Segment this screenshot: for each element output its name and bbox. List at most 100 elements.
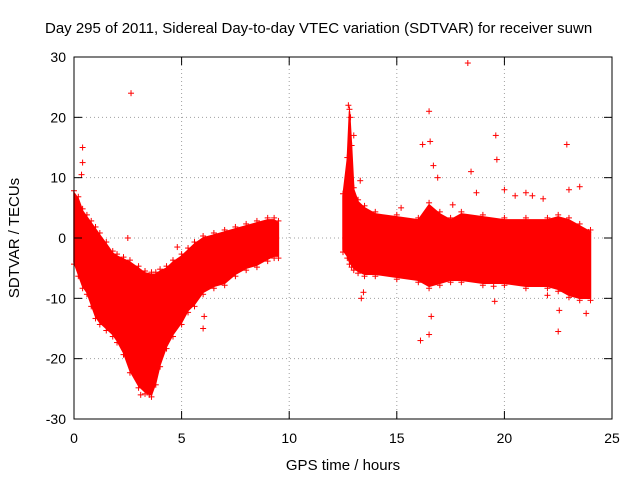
data-point <box>555 288 562 295</box>
data-point <box>163 345 170 352</box>
data-point <box>473 189 480 196</box>
data-point <box>347 114 354 121</box>
data-point <box>447 279 454 286</box>
data-point <box>169 257 176 264</box>
data-point <box>587 297 594 304</box>
data-point <box>152 269 159 276</box>
data-point <box>419 141 426 148</box>
data-point <box>128 90 135 97</box>
x-tick-label: 20 <box>497 430 513 446</box>
x-tick-label: 10 <box>281 430 297 446</box>
data-point <box>221 282 228 289</box>
data-point <box>361 273 368 280</box>
data-point <box>109 248 116 255</box>
data-point <box>430 162 437 169</box>
data-point <box>350 184 357 191</box>
data-point <box>555 328 562 335</box>
data-point <box>479 282 486 289</box>
data-point <box>348 142 355 149</box>
data-point <box>120 351 127 358</box>
data-point-band-1 <box>73 190 280 396</box>
data-point <box>372 273 379 280</box>
data-point <box>135 263 142 270</box>
data-point <box>340 190 346 197</box>
data-point <box>275 217 282 224</box>
data-point <box>565 186 572 193</box>
data-point <box>346 106 353 113</box>
data-point <box>491 298 498 305</box>
data-point <box>157 266 164 273</box>
data-point <box>191 303 198 310</box>
data-point <box>137 391 144 398</box>
data-point <box>200 233 207 239</box>
data-point <box>556 307 563 314</box>
data-point <box>522 189 529 196</box>
x-tick-label: 0 <box>70 430 78 446</box>
data-point <box>426 108 433 115</box>
data-point <box>135 384 142 391</box>
data-point <box>357 177 364 184</box>
data-point <box>146 391 153 398</box>
data-point <box>253 264 260 271</box>
data-point <box>232 223 239 230</box>
data-point <box>114 339 121 346</box>
data-point <box>447 214 454 221</box>
data-point <box>157 363 164 370</box>
data-point <box>350 267 357 274</box>
data-point <box>576 220 583 227</box>
data-point <box>468 168 475 175</box>
data-point <box>169 333 176 340</box>
data-point <box>185 245 192 252</box>
data-point <box>426 331 433 338</box>
data-point-band-2 <box>342 111 592 300</box>
data-point <box>79 285 86 292</box>
data-point <box>415 279 422 286</box>
data-point <box>174 244 181 251</box>
y-tick-label: -10 <box>46 290 66 306</box>
data-point <box>142 390 149 397</box>
data-point <box>348 264 355 271</box>
data-point <box>114 251 121 258</box>
data-point <box>372 208 379 215</box>
data-point <box>344 154 351 161</box>
data-point <box>78 171 85 178</box>
data-point <box>458 208 465 215</box>
data-point <box>479 211 486 218</box>
data-point <box>426 285 433 292</box>
data-point <box>529 192 536 199</box>
data-point <box>142 267 149 274</box>
data-point <box>576 297 583 304</box>
data-point <box>185 309 192 316</box>
data-point <box>417 337 424 344</box>
data-point <box>126 257 133 264</box>
data-point <box>340 249 346 256</box>
y-tick-label: 20 <box>50 109 66 125</box>
data-point <box>415 214 422 221</box>
data-point <box>221 226 228 233</box>
data-point <box>522 214 529 221</box>
data-point <box>75 193 82 200</box>
data-point <box>492 132 499 139</box>
data-point <box>120 254 127 261</box>
data-point <box>210 229 217 236</box>
data-point <box>355 270 362 277</box>
y-axis-title: SDTVAR / TECUs <box>6 178 23 298</box>
data-point <box>96 321 103 328</box>
data-point <box>346 261 353 268</box>
data-point <box>583 310 590 317</box>
data-point <box>124 235 131 241</box>
data-point <box>544 214 551 221</box>
data-point <box>501 282 508 289</box>
data-point <box>210 285 217 292</box>
y-tick-label: 10 <box>50 170 66 186</box>
data-point <box>361 202 368 209</box>
data-point <box>436 282 443 289</box>
data-point <box>565 294 572 301</box>
data-point <box>103 327 110 334</box>
data-point <box>345 102 352 109</box>
x-tick-label: 25 <box>604 430 620 446</box>
data-point <box>355 196 362 203</box>
data-point <box>501 214 508 221</box>
data-point <box>576 183 583 190</box>
